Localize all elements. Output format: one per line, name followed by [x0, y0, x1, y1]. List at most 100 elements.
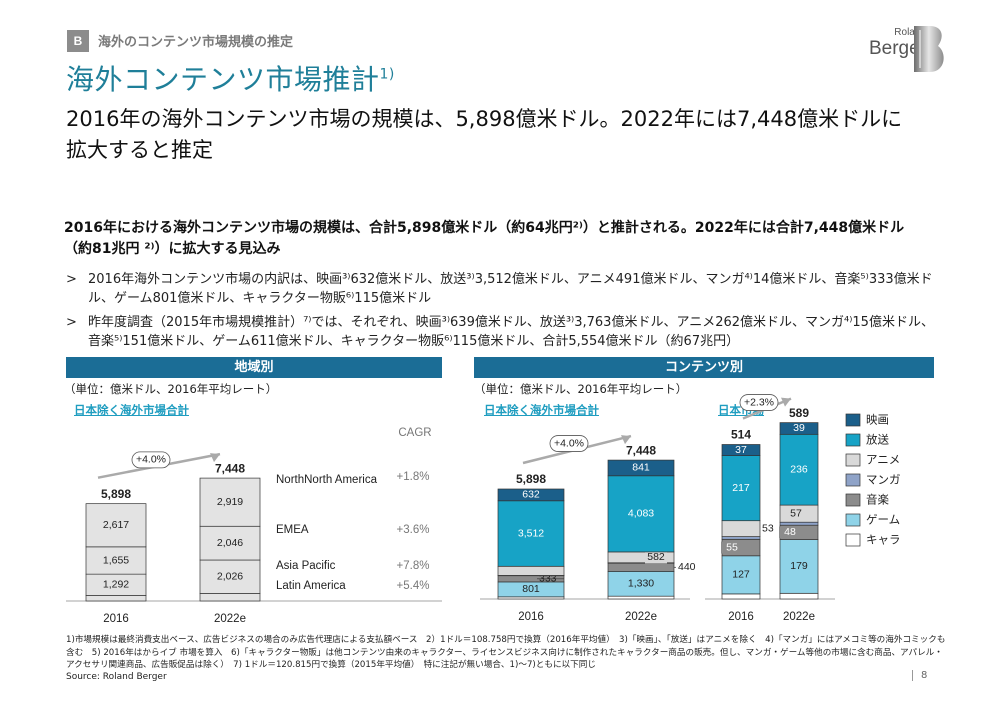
- data-label: 2,026: [217, 571, 243, 583]
- legend-swatch: [845, 453, 861, 467]
- data-label: 127: [732, 569, 750, 581]
- data-label: 55: [726, 541, 738, 553]
- legend-swatch: [845, 473, 861, 487]
- headline: 2016年の海外コンテンツ市場の規模は、5,898億米ドル。2022年には7,4…: [66, 107, 903, 162]
- bar-segment-2: [199, 559, 261, 594]
- bar-segment-7: [779, 422, 819, 435]
- bar-segment-1: [779, 592, 819, 600]
- category-label: 2022e: [625, 611, 657, 623]
- data-label: 3,512: [518, 527, 544, 539]
- cagr-value: +3.6%: [397, 524, 430, 536]
- label-bg: [779, 526, 801, 539]
- data-label: 801: [522, 583, 540, 595]
- bar-segment-6: [607, 475, 675, 553]
- section-title: 海外のコンテンツ市場規模の推定: [98, 35, 294, 50]
- region-name: EMEA: [276, 524, 309, 536]
- bar-segment-5: [721, 520, 761, 537]
- total-label: 5,898: [516, 472, 546, 486]
- legend-swatch: [845, 433, 861, 447]
- content-header-bar: コンテンツ別: [474, 357, 934, 378]
- legend-label: ゲーム: [866, 514, 900, 527]
- page-title-footnote: 1): [379, 66, 395, 83]
- bar-segment-6: [779, 433, 819, 506]
- bar-segment-2: [721, 555, 761, 595]
- region-name: Asia Pacific: [276, 560, 336, 572]
- cagr-header: CAGR: [398, 427, 431, 439]
- growth-label: +4.0%: [554, 437, 584, 449]
- bar-segment-3: [85, 546, 147, 575]
- bullet-text: 2016年海外コンテンツ市場の内訳は、映画³⁾632億米ドル、放送³⁾3,512…: [88, 272, 933, 306]
- total-label: 589: [789, 406, 809, 420]
- legend-label: キャラ: [866, 535, 901, 547]
- legend-label: マンガ: [866, 474, 901, 487]
- bar-segment-6: [721, 455, 761, 522]
- bar-segment-4: [85, 503, 147, 548]
- label-bg: [721, 541, 743, 554]
- data-label: 57: [790, 507, 802, 519]
- page-title: 海外コンテンツ市場推計1): [66, 58, 395, 98]
- legend-swatch: [845, 493, 861, 507]
- cagr-value: +5.4%: [397, 580, 430, 592]
- growth-pill: [131, 451, 171, 469]
- page-title-text: 海外コンテンツ市場推計: [66, 63, 380, 96]
- category-label: 2022e: [783, 611, 815, 623]
- data-label: 39: [793, 422, 805, 434]
- logo-big-text: Berger: [868, 38, 926, 59]
- bar-segment-7: [721, 444, 761, 456]
- data-label: 217: [732, 482, 750, 494]
- data-label: 37: [735, 444, 747, 456]
- legend-label: 音楽: [866, 493, 889, 507]
- data-label: 1,330: [628, 578, 654, 590]
- cagr-value: +7.8%: [397, 560, 430, 572]
- region-name: NorthNorth America: [276, 474, 378, 486]
- bar-segment-5: [497, 565, 565, 576]
- bullet-text: 昨年度調査（2015年市場規模推計）⁷⁾では、それぞれ、映画³⁾639億米ドル、…: [88, 315, 934, 349]
- data-label: 841: [632, 462, 650, 474]
- legend-label: 放送: [866, 433, 889, 447]
- legend-label: アニメ: [866, 455, 900, 467]
- region-header-bar: 地域別: [66, 357, 442, 378]
- unit-right: （単位：億米ドル、2016年平均レート）: [474, 382, 688, 396]
- growth-arrowhead: [210, 453, 220, 463]
- bullet-2: > 昨年度調査（2015年市場規模推計）⁷⁾では、それぞれ、映画³⁾639億米ドル…: [66, 313, 938, 351]
- data-label: 1,292: [103, 579, 129, 591]
- bar-segment-1: [607, 595, 675, 600]
- region-name: Latin America: [276, 580, 346, 592]
- data-label: 48: [784, 526, 796, 538]
- cagr-value: +1.8%: [397, 471, 430, 483]
- label-bg: [645, 551, 667, 564]
- right-chart-label: 日本除く海外市場合計: [484, 403, 599, 417]
- legend-swatch: [845, 533, 861, 547]
- data-label: 179: [790, 560, 808, 572]
- data-label: 53: [762, 522, 774, 534]
- bar-segment-1: [85, 595, 147, 602]
- roland-berger-logo: Roland Berger: [866, 28, 926, 60]
- category-label: 2016: [518, 611, 544, 623]
- data-label: 632: [522, 489, 540, 501]
- bar-segment-3: [607, 562, 675, 572]
- logo-small-text: Roland: [894, 27, 926, 38]
- growth-arrowhead: [621, 435, 631, 445]
- logo-b-mark-icon: [914, 26, 944, 72]
- data-label: 2,046: [217, 537, 243, 549]
- bar-segment-2: [607, 571, 675, 597]
- category-label: 2022e: [214, 613, 246, 625]
- growth-pill: [739, 394, 779, 411]
- section-badge: B: [67, 30, 89, 52]
- lead-text: 2016年における海外コンテンツ市場の規模は、合計5,898億米ドル（約64兆円…: [64, 220, 905, 257]
- unit-left: （単位：億米ドル、2016年平均レート）: [64, 382, 278, 396]
- total-label: 7,448: [215, 461, 245, 475]
- category-label: 2016: [103, 613, 129, 625]
- total-label: 514: [731, 428, 751, 442]
- growth-pill: [549, 435, 589, 452]
- bar-segment-2: [779, 539, 819, 594]
- bar-segment-1: [199, 593, 261, 602]
- data-label: 236: [790, 463, 808, 475]
- category-label: 2016: [728, 611, 754, 623]
- data-label: 582: [647, 551, 665, 563]
- legend-label: 映画: [866, 414, 889, 427]
- bullet-marker: >: [66, 272, 77, 287]
- bar-segment-4: [199, 477, 261, 527]
- data-label: 2,617: [103, 519, 129, 531]
